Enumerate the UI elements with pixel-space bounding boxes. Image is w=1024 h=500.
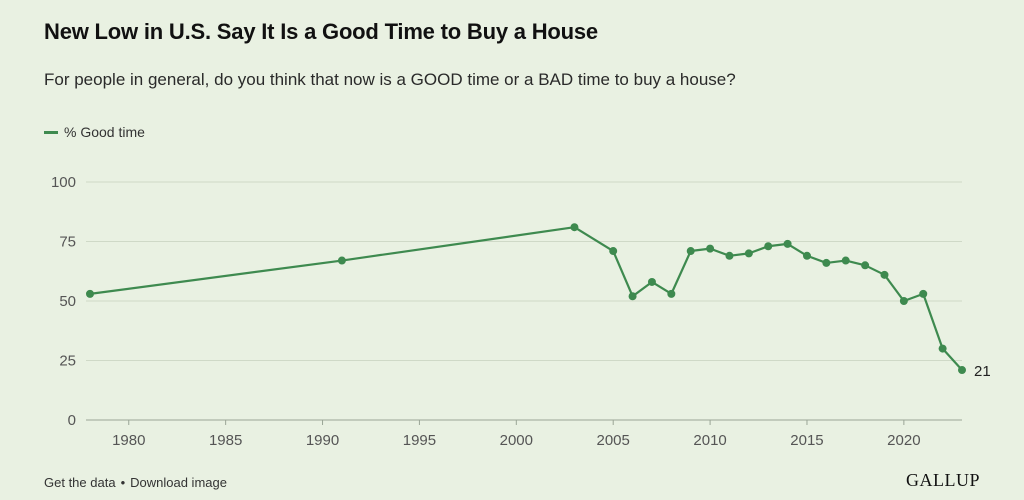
x-tick-label-1990: 1990 (306, 432, 339, 449)
annotations: 21 (974, 363, 991, 380)
data-point-2016 (822, 258, 831, 267)
data-point-2014 (783, 239, 792, 248)
data-point-1991 (337, 256, 346, 265)
y-tick-label-75: 75 (59, 234, 76, 251)
data-point-2010 (706, 244, 715, 253)
x-tick-label-1980: 1980 (112, 432, 145, 449)
data-point-2021 (919, 289, 928, 298)
data-point-2011 (725, 251, 734, 260)
x-tick-label-2000: 2000 (500, 432, 533, 449)
y-tick-label-25: 25 (59, 353, 76, 370)
data-point-2006 (628, 292, 637, 301)
chart-subtitle: For people in general, do you think that… (44, 70, 736, 89)
x-tick-label-2020: 2020 (887, 432, 920, 449)
x-tick-label-2015: 2015 (790, 432, 823, 449)
data-point-2005 (609, 247, 618, 256)
data-point-2015 (802, 251, 811, 260)
chart-title: New Low in U.S. Say It Is a Good Time to… (44, 19, 598, 44)
series-good-time (86, 223, 966, 375)
data-point-2022 (938, 344, 947, 353)
data-point-2007 (647, 277, 656, 286)
y-tick-label-50: 50 (59, 293, 76, 310)
y-tick-label-100: 100 (51, 174, 76, 191)
data-point-2003 (570, 223, 579, 232)
chart-legend: % Good time (44, 124, 145, 140)
y-tick-label-0: 0 (68, 412, 76, 429)
x-tick-label-1995: 1995 (403, 432, 436, 449)
data-point-2013 (764, 242, 773, 251)
legend-swatch-good-time (44, 130, 58, 134)
x-tick-label-1985: 1985 (209, 432, 242, 449)
data-point-2017 (841, 256, 850, 265)
download-image-link[interactable]: Download image (130, 475, 227, 490)
data-point-2018 (861, 261, 870, 270)
data-point-2008 (667, 289, 676, 298)
grid-lines (86, 181, 962, 421)
data-point-2012 (744, 249, 753, 258)
data-point-2009 (686, 247, 695, 256)
series-line-0 (88, 226, 964, 372)
footer-links: Get the data • Download image (44, 475, 227, 490)
footer-separator: • (120, 475, 126, 490)
data-point-2019 (880, 270, 889, 279)
x-tick-label-2005: 2005 (597, 432, 630, 449)
data-point-1978 (86, 289, 94, 298)
x-tick-label-2010: 2010 (693, 432, 726, 449)
y-axis-ticks: 0 25 50 75 100 (51, 174, 76, 429)
data-point-2020 (899, 297, 908, 305)
data-label-2023: 21 (974, 363, 991, 380)
get-data-link[interactable]: Get the data (44, 475, 116, 490)
gallup-logo: GALLUP (906, 470, 980, 490)
data-point-2023 (958, 366, 966, 375)
legend-label-good-time: % Good time (64, 124, 145, 140)
line-chart: 0 25 50 75 100 1980 1985 1990 1995 2000 2005 2010 2… (51, 174, 991, 449)
x-axis-ticks: 1980 1985 1990 1995 2000 2005 2010 2015 2020 (112, 420, 921, 449)
